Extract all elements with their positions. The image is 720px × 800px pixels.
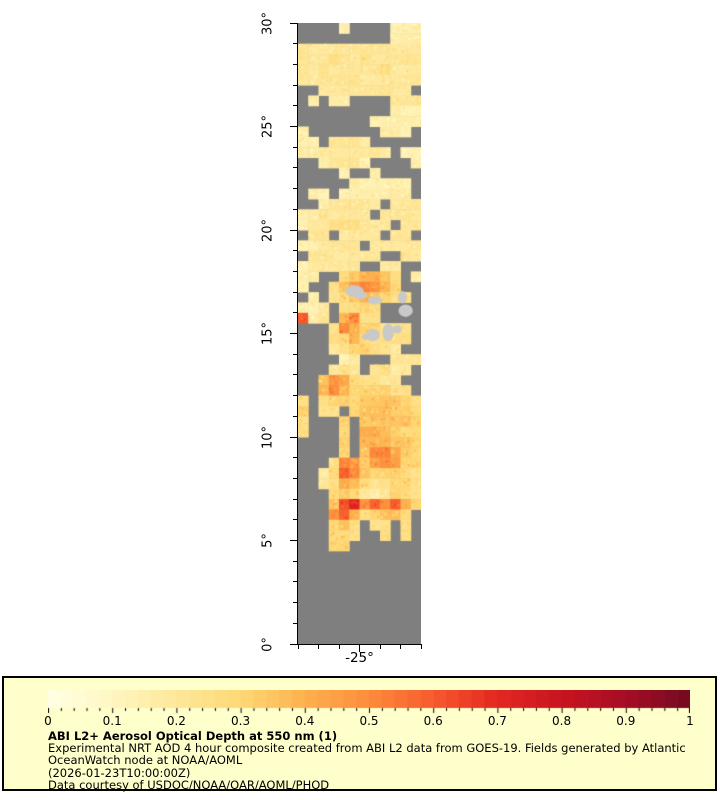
lat-tick xyxy=(293,105,297,107)
legend-description-line2: OceanWatch node at NOAA/AOML xyxy=(48,753,243,768)
lat-tick xyxy=(293,84,297,86)
lat-tick xyxy=(293,581,297,583)
lon-tick xyxy=(297,645,299,649)
lat-tick xyxy=(293,167,297,169)
colorbar-tick-label: 0 xyxy=(44,714,52,728)
lat-tick xyxy=(293,560,297,562)
lat-tick xyxy=(293,519,297,521)
bottom-axis-spine xyxy=(297,644,422,645)
lat-tick xyxy=(290,22,297,24)
lat-tick xyxy=(293,146,297,148)
legend-title: ABI L2+ Aerosol Optical Depth at 550 nm … xyxy=(48,729,338,743)
lat-tick xyxy=(290,643,297,645)
lat-tick xyxy=(293,250,297,252)
lat-tick xyxy=(290,126,297,127)
colorbar-tick-label: 0.2 xyxy=(166,714,186,728)
colorbar-tick-label: 0.5 xyxy=(359,714,379,728)
lat-tick xyxy=(293,395,297,397)
lat-tick-label: 30° xyxy=(260,11,276,35)
lon-tick xyxy=(379,645,381,649)
colorbar-tick-label: 0.7 xyxy=(487,714,507,728)
lat-tick xyxy=(290,540,297,541)
colorbar-tick-label: 1 xyxy=(686,714,694,728)
lat-tick xyxy=(290,436,297,438)
lat-tick xyxy=(293,291,297,293)
lat-tick xyxy=(293,208,297,210)
lat-tick-label: 15° xyxy=(260,321,276,346)
lat-tick-label: 10° xyxy=(260,425,276,449)
lat-tick xyxy=(293,498,297,500)
lat-tick xyxy=(293,374,297,376)
aod-raster-map xyxy=(298,23,421,644)
lon-tick xyxy=(420,645,422,649)
lat-tick-label: 0° xyxy=(260,636,276,652)
lon-tick xyxy=(359,645,360,652)
colorbar xyxy=(48,690,690,714)
lat-tick xyxy=(293,415,297,417)
lat-tick-label: 20° xyxy=(260,218,276,242)
colorbar-tick-label: 0.9 xyxy=(616,714,636,728)
colorbar-tick-label: 0.3 xyxy=(231,714,251,728)
lon-tick xyxy=(318,645,319,649)
lat-tick xyxy=(293,457,297,459)
lat-tick xyxy=(293,188,297,190)
lat-tick xyxy=(293,43,297,45)
legend-caption: ABI L2+ Aerosol Optical Depth at 550 nm … xyxy=(48,730,698,791)
lon-tick xyxy=(338,645,340,649)
colorbar-tick-label: 0.6 xyxy=(423,714,443,728)
lat-tick xyxy=(293,477,297,479)
colorbar-tick-label: 0.1 xyxy=(102,714,122,728)
legend-courtesy: Data courtesy of USDOC/NOAA/OAR/AOML/PHO… xyxy=(48,777,330,792)
lat-tick xyxy=(293,622,297,624)
lat-tick xyxy=(290,229,297,231)
lon-tick xyxy=(400,645,401,649)
left-axis-spine xyxy=(297,23,298,645)
lat-tick xyxy=(293,270,297,272)
lat-tick-label: 5° xyxy=(260,533,276,548)
lat-tick xyxy=(293,353,297,355)
colorbar-tick-label: 0.8 xyxy=(552,714,572,728)
lon-tick-label: -25° xyxy=(345,650,374,666)
lat-tick xyxy=(293,63,297,65)
colorbar-tick-label: 0.4 xyxy=(295,714,315,728)
lat-tick xyxy=(290,333,297,334)
legend-description-line1: Experimental NRT AOD 4 hour composite cr… xyxy=(48,741,686,756)
legend-timestamp: (2026-01-23T10:00:00Z) xyxy=(48,765,191,780)
lat-tick-label: 25° xyxy=(260,114,276,139)
lat-tick xyxy=(293,602,297,604)
lat-tick xyxy=(293,312,297,314)
